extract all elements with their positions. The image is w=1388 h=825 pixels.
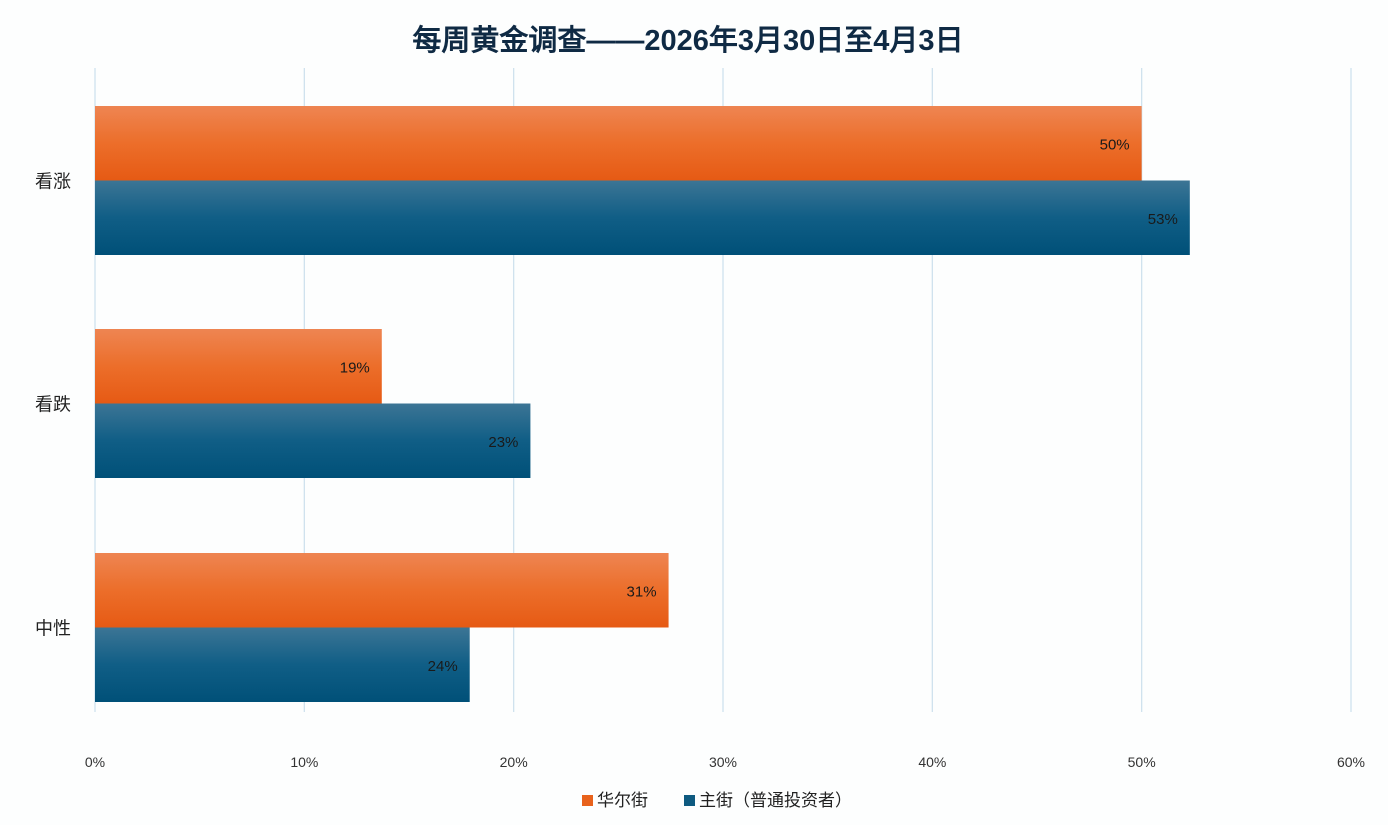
chart-title: 每周黄金调查——2026年3月30日至4月3日	[412, 23, 963, 57]
data-label: 50%	[1100, 136, 1130, 153]
legend-label: 主街（普通投资者）	[699, 791, 852, 810]
x-tick-label: 30%	[709, 754, 737, 770]
legend-swatch	[684, 795, 695, 806]
bar-main-street	[95, 180, 1190, 255]
category-label: 看涨	[35, 172, 71, 192]
bar-main-street	[95, 627, 470, 702]
legend: 华尔街 主街（普通投资者）	[582, 791, 852, 810]
data-label: 23%	[488, 434, 518, 451]
bar-wall-street	[95, 329, 382, 404]
x-tick-label: 10%	[290, 754, 318, 770]
x-tick-label: 40%	[918, 754, 946, 770]
x-tick-label: 60%	[1337, 754, 1365, 770]
legend-swatch	[582, 795, 593, 806]
legend-label: 华尔街	[597, 791, 648, 810]
data-label: 24%	[428, 658, 458, 675]
data-label: 19%	[340, 359, 370, 376]
bar-wall-street	[95, 553, 669, 628]
bar-wall-street	[95, 106, 1142, 181]
bar-main-street	[95, 403, 531, 478]
x-tick-label: 50%	[1128, 754, 1156, 770]
x-tick-label: 20%	[500, 754, 528, 770]
category-label: 中性	[35, 619, 71, 639]
x-tick-label: 0%	[85, 754, 105, 770]
data-label: 31%	[627, 583, 657, 600]
data-label: 53%	[1148, 211, 1178, 228]
category-label: 看跌	[35, 395, 71, 415]
